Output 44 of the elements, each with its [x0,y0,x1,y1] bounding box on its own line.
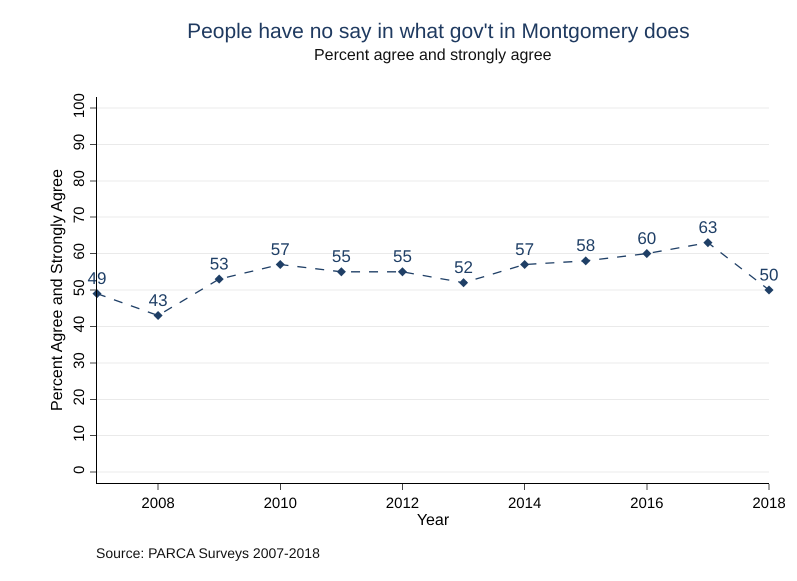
point [764,285,774,295]
chart-title: People have no say in what gov't in Montgomery does [187,20,690,43]
data-label: 58 [576,236,596,256]
y-tick-label: 50 [71,279,88,296]
x-tick-label: 2014 [508,495,542,512]
data-label: 55 [332,247,351,266]
x-tick-label: 2008 [141,495,175,512]
point [703,238,712,248]
point [276,260,285,270]
data-label: 52 [454,258,474,278]
data-label: 57 [515,240,534,259]
point [581,256,590,266]
y-tick-label: 20 [71,388,88,406]
y-tick-label: 60 [71,242,88,260]
point [336,267,346,276]
chart-subtitle: Percent agree and strongly agree [314,47,552,64]
x-axis-title: Year [416,512,450,529]
point [642,249,652,258]
data-label: 57 [270,240,290,259]
point [459,278,468,288]
y-axis-title: Percent Agree and Strongly Agree [48,168,66,411]
point [398,267,407,276]
data-label: 55 [392,247,412,266]
y-tick-label: 30 [71,352,88,369]
source-note: Source: PARCA Surveys 2007-2018 [96,545,320,561]
data-label: 50 [760,265,778,284]
x-tick-label: 2018 [752,495,786,512]
data-label: 53 [210,254,229,274]
y-tick-label: 80 [71,170,88,187]
x-tick-label: 2012 [386,495,420,512]
x-tick-label: 2016 [630,495,664,512]
point [214,274,224,284]
data-label: 63 [698,218,718,238]
y-tick-label: 100 [71,93,88,118]
x-tick-label: 2010 [264,495,297,512]
point [154,310,163,320]
data-label: 43 [148,290,168,310]
y-tick-label: 70 [71,206,88,224]
y-tick-label: 0 [71,466,88,474]
point [520,260,530,270]
y-tick-label: 10 [71,425,88,442]
y-tick-label: 40 [71,316,88,333]
data-label: 60 [637,228,656,248]
y-tick-label: 90 [71,134,88,150]
